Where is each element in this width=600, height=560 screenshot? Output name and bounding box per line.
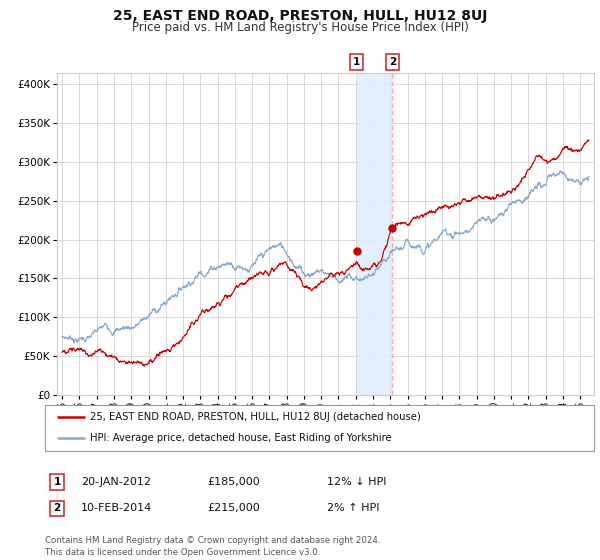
Text: 1: 1 <box>353 57 360 67</box>
Text: 25, EAST END ROAD, PRESTON, HULL, HU12 8UJ (detached house): 25, EAST END ROAD, PRESTON, HULL, HU12 8… <box>90 412 421 422</box>
Text: 12% ↓ HPI: 12% ↓ HPI <box>327 477 386 487</box>
Text: £185,000: £185,000 <box>207 477 260 487</box>
Text: 25, EAST END ROAD, PRESTON, HULL, HU12 8UJ: 25, EAST END ROAD, PRESTON, HULL, HU12 8… <box>113 9 487 23</box>
Text: 10-FEB-2014: 10-FEB-2014 <box>81 503 152 514</box>
Text: HPI: Average price, detached house, East Riding of Yorkshire: HPI: Average price, detached house, East… <box>90 433 392 444</box>
Bar <box>356 73 392 395</box>
Text: Contains HM Land Registry data © Crown copyright and database right 2024.
This d: Contains HM Land Registry data © Crown c… <box>45 536 380 557</box>
Text: 1: 1 <box>53 477 61 487</box>
Text: 2: 2 <box>389 57 396 67</box>
Text: 2% ↑ HPI: 2% ↑ HPI <box>327 503 380 514</box>
Text: 20-JAN-2012: 20-JAN-2012 <box>81 477 151 487</box>
Text: Price paid vs. HM Land Registry's House Price Index (HPI): Price paid vs. HM Land Registry's House … <box>131 21 469 34</box>
Text: 2: 2 <box>53 503 61 514</box>
Text: £215,000: £215,000 <box>207 503 260 514</box>
